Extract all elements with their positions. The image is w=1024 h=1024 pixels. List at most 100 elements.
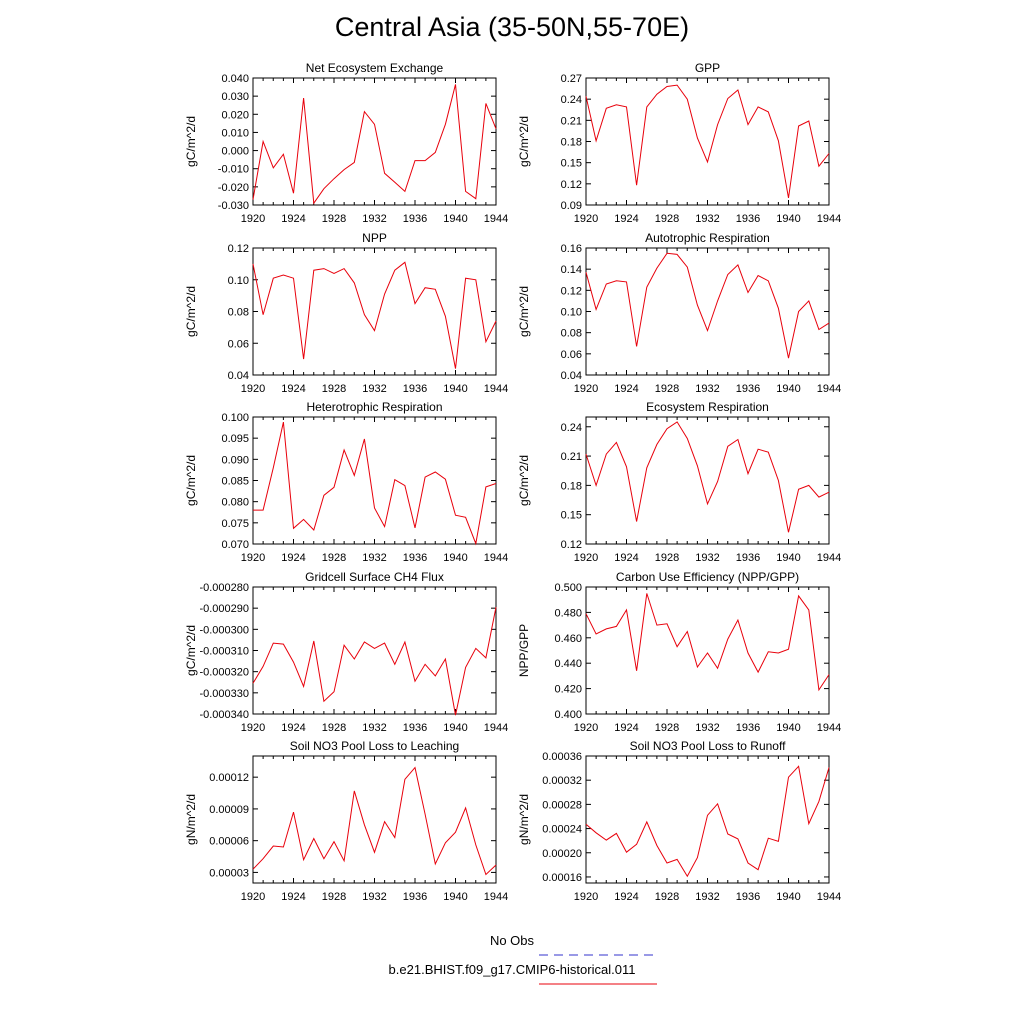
- x-tick-label: 1940: [443, 383, 467, 395]
- y-tick-label: 0.12: [228, 243, 249, 255]
- x-tick-label: 1932: [695, 552, 719, 564]
- y-tick-label: 0.12: [561, 539, 582, 551]
- y-tick-label: 0.460: [554, 633, 582, 645]
- x-tick-label: 1936: [403, 552, 427, 564]
- y-axis-label: gN/m^2/d: [517, 794, 531, 845]
- y-tick-label: 0.500: [554, 582, 582, 594]
- y-axis-label: gC/m^2/d: [184, 625, 198, 676]
- x-tick-label: 1944: [484, 891, 508, 903]
- panel-net-ecosystem-exchange: Net Ecosystem Exchange 0.040 0.030 0.020 0.0…: [184, 61, 508, 225]
- x-tick-label: 1924: [614, 552, 638, 564]
- x-tick-label: 1928: [655, 213, 679, 225]
- x-tick-label: 1932: [362, 552, 386, 564]
- x-tick-label: 1936: [403, 891, 427, 903]
- panel-carbon-use-efficiency-npp-gpp: Carbon Use Efficiency (NPP/GPP) 0.500 0.48…: [517, 570, 841, 734]
- x-tick-label: 1928: [655, 891, 679, 903]
- y-axis-label: NPP/GPP: [517, 624, 531, 677]
- x-tick-label: 1932: [362, 722, 386, 734]
- y-tick-label: 0.00003: [209, 867, 249, 879]
- y-axis-label: gC/m^2/d: [184, 286, 198, 337]
- plot-frame: [585, 77, 830, 206]
- y-tick-label: -0.000300: [199, 624, 249, 636]
- panel-title: Ecosystem Respiration: [646, 400, 769, 414]
- y-tick-label: 0.18: [561, 480, 582, 492]
- y-axis-label: gC/m^2/d: [184, 455, 198, 506]
- series-line: [252, 261, 497, 369]
- x-tick-label: 1932: [695, 891, 719, 903]
- x-tick-label: 1928: [655, 722, 679, 734]
- panel-title: Autotrophic Respiration: [645, 231, 770, 245]
- y-tick-label: 0.040: [221, 73, 249, 85]
- y-tick-label: -0.000330: [199, 688, 249, 700]
- x-tick-label: 1936: [736, 722, 760, 734]
- y-tick-label: 0.00012: [209, 772, 249, 784]
- panel-title: NPP: [362, 231, 387, 245]
- y-axis-label: gN/m^2/d: [184, 794, 198, 845]
- y-tick-label: 0.16: [561, 243, 582, 255]
- y-tick-label: 0.00036: [542, 751, 582, 763]
- x-tick-label: 1940: [776, 722, 800, 734]
- y-tick-label: 0.06: [561, 349, 582, 361]
- panel-title: Carbon Use Efficiency (NPP/GPP): [616, 570, 799, 584]
- legend: [539, 954, 657, 985]
- x-tick-label: 1944: [484, 552, 508, 564]
- y-tick-label: 0.00009: [209, 804, 249, 816]
- x-tick-label: 1932: [695, 722, 719, 734]
- y-tick-label: 0.085: [221, 476, 249, 488]
- y-tick-label: 0.030: [221, 91, 249, 103]
- y-tick-label: -0.000310: [199, 646, 249, 658]
- y-tick-label: 0.00020: [542, 848, 582, 860]
- x-tick-label: 1944: [484, 722, 508, 734]
- x-tick-label: 1920: [241, 383, 265, 395]
- x-tick-label: 1940: [776, 552, 800, 564]
- x-tick-label: 1924: [281, 722, 305, 734]
- x-tick-label: 1940: [776, 383, 800, 395]
- x-tick-label: 1920: [241, 552, 265, 564]
- y-tick-label: 0.00016: [542, 872, 582, 884]
- x-tick-label: 1936: [736, 891, 760, 903]
- y-tick-label: 0.21: [561, 451, 582, 463]
- y-tick-label: 0.24: [561, 422, 582, 434]
- panel-soil-no3-pool-loss-to-runoff: Soil NO3 Pool Loss to Runoff 0.00036 0.000…: [517, 739, 841, 903]
- y-tick-label: 0.15: [561, 158, 582, 170]
- x-tick-label: 1932: [362, 383, 386, 395]
- plot-frame: [585, 416, 830, 545]
- y-tick-label: 0.080: [221, 497, 249, 509]
- series-line: [252, 766, 497, 876]
- y-tick-label: 0.000: [221, 146, 249, 158]
- x-tick-label: 1936: [403, 213, 427, 225]
- series-line: [585, 421, 830, 533]
- x-tick-label: 1920: [574, 383, 598, 395]
- x-tick-label: 1940: [443, 891, 467, 903]
- y-axis-label: gC/m^2/d: [517, 286, 531, 337]
- plot-frame: [252, 247, 497, 376]
- plot-frame: [585, 586, 830, 715]
- series-line: [585, 84, 830, 198]
- x-tick-label: 1928: [322, 722, 346, 734]
- series-line: [253, 421, 497, 546]
- x-tick-label: 1920: [241, 891, 265, 903]
- x-tick-label: 1924: [281, 213, 305, 225]
- x-tick-label: 1920: [574, 891, 598, 903]
- x-tick-label: 1928: [322, 213, 346, 225]
- x-tick-label: 1940: [443, 722, 467, 734]
- panel-gridcell-surface-ch4-flux: Gridcell Surface CH4 Flux -0.000280 -0.000…: [184, 570, 508, 734]
- series-line: [252, 84, 497, 205]
- y-tick-label: 0.020: [221, 109, 249, 121]
- x-tick-label: 1940: [776, 891, 800, 903]
- y-tick-label: -0.020: [218, 182, 249, 194]
- panel-title: Net Ecosystem Exchange: [306, 61, 444, 75]
- panel-title: Gridcell Surface CH4 Flux: [305, 570, 444, 584]
- x-tick-label: 1924: [614, 891, 638, 903]
- y-tick-label: -0.000320: [199, 667, 249, 679]
- series-line: [585, 593, 830, 692]
- x-tick-label: 1936: [403, 383, 427, 395]
- y-tick-label: 0.420: [554, 684, 582, 696]
- y-tick-label: 0.090: [221, 454, 249, 466]
- panel-ecosystem-respiration: Ecosystem Respiration 0.24 0.21 0.18 0.15 0.1…: [517, 400, 841, 564]
- y-tick-label: -0.000280: [199, 582, 249, 594]
- x-tick-label: 1944: [484, 213, 508, 225]
- y-tick-label: 0.08: [228, 307, 249, 319]
- x-tick-label: 1924: [281, 891, 305, 903]
